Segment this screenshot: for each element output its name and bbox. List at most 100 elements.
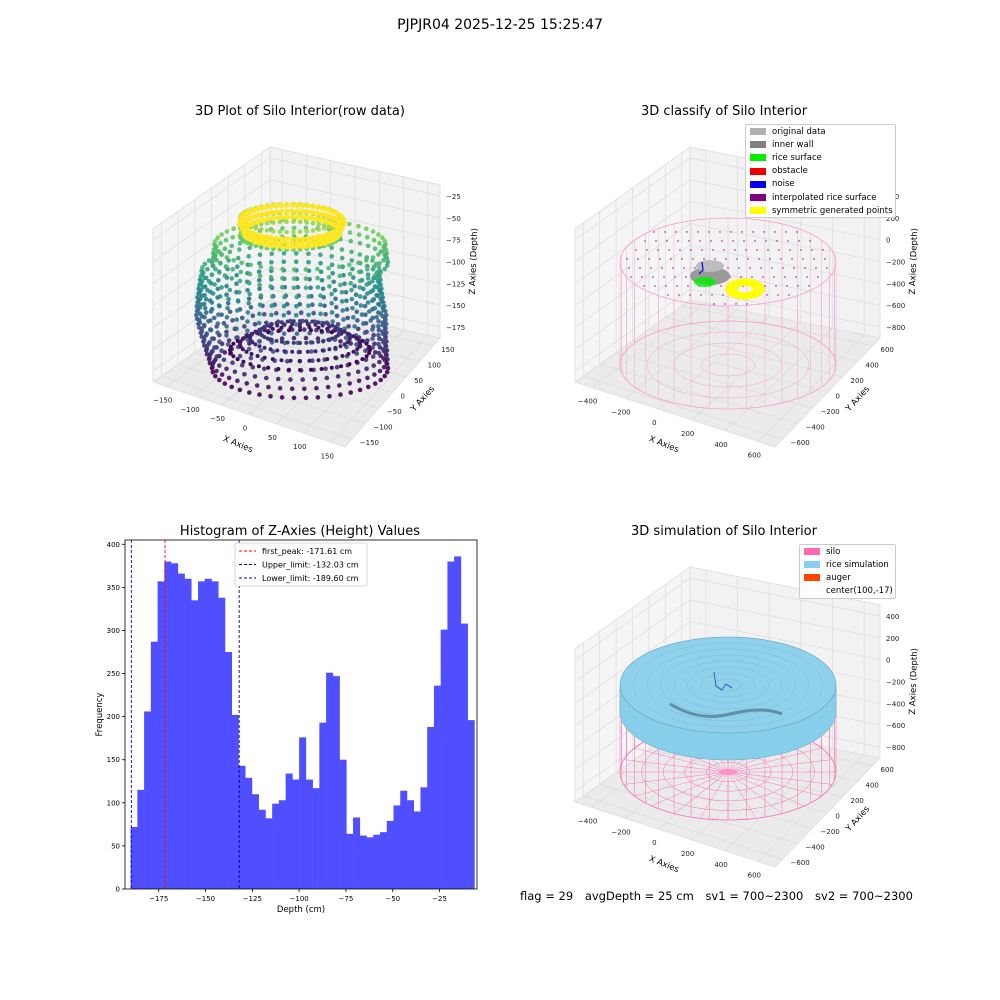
histogram-bar: [150, 641, 158, 889]
raw-ztick-label: −175: [446, 324, 465, 332]
figure-suptitle: PJPJR04 2025-12-25 15:25:47: [397, 17, 603, 33]
sim-xtick-label: 0: [652, 839, 656, 847]
legend-item: silo: [800, 545, 895, 558]
histogram-bar: [292, 779, 300, 889]
histogram-bar: [413, 811, 421, 889]
sim-ytick-label: 400: [866, 781, 879, 789]
histogram-bar: [218, 597, 226, 889]
classify-yaxis-label: Y Axies: [843, 384, 872, 415]
legend-swatch: [804, 574, 820, 582]
legend-item: original data: [746, 125, 895, 138]
histogram-bar: [353, 817, 361, 889]
sim-ztick-label: 0: [886, 657, 890, 665]
histogram-bar: [245, 777, 253, 889]
sv1-value: sv1 = 700~2300: [705, 889, 804, 903]
raw-point-cloud: [194, 201, 391, 401]
sim-yaxis-label: Y Axies: [843, 804, 872, 835]
legend-swatch: [804, 587, 820, 595]
legend-item: center(100,-17): [800, 585, 895, 598]
histogram-bar: [238, 765, 246, 889]
histogram-ytick-label: 250: [107, 670, 120, 678]
legend-item: inner wall: [746, 138, 895, 151]
raw-ytick-label: −50: [387, 408, 402, 416]
histogram-bar: [265, 818, 273, 889]
histogram-bar: [272, 803, 280, 889]
sim-ztick-label: −200: [886, 679, 905, 687]
sim-ytick-label: −600: [791, 859, 810, 867]
histogram-xtick-label: −25: [432, 895, 447, 903]
classify-ztick-label: −800: [886, 324, 905, 332]
classify-symmetric-points: [725, 278, 765, 300]
sv2-value: sv2 = 700~2300: [815, 889, 913, 903]
sim-xaxis-label: X Axies: [647, 854, 680, 875]
classify-3d-plot: −400−2000200400600−600−400−2000200400600…: [574, 146, 920, 460]
raw-zaxis-label: Z Axies (Depth): [468, 228, 480, 295]
raw-yaxis-label: Y Axies: [408, 384, 437, 415]
histogram-bar: [420, 787, 428, 889]
histogram-bar: [137, 789, 145, 889]
histogram-bar: [346, 833, 354, 889]
raw-ytick-label: −100: [373, 424, 392, 432]
histogram-bar: [386, 820, 394, 889]
raw-ztick-label: −125: [446, 280, 465, 288]
sim-ztick-label: 200: [886, 635, 899, 643]
raw-ztick-label: −75: [446, 237, 461, 245]
sim-xtick-label: 400: [714, 861, 727, 869]
histogram-bar: [373, 834, 381, 889]
raw-ztick-label: −100: [446, 259, 465, 267]
legend-swatch: [750, 128, 766, 136]
histogram-bar: [319, 722, 327, 889]
sim-ytick-label: 0: [836, 813, 840, 821]
histogram-xtick-label: −50: [385, 895, 400, 903]
sim-xtick-label: 600: [748, 872, 761, 880]
histogram-bar: [251, 794, 259, 889]
histogram-bar: [231, 714, 239, 889]
classify-ytick-label: 600: [881, 346, 894, 354]
histogram-bar: [204, 578, 212, 889]
classify-plot-title: 3D classify of Silo Interior: [640, 104, 808, 119]
legend-swatch: [750, 207, 766, 215]
histogram-bar: [380, 832, 388, 889]
raw-xtick-label: −150: [153, 397, 172, 405]
histogram-bar: [258, 809, 266, 889]
histogram-bar: [326, 672, 334, 889]
raw-ztick-label: −25: [446, 193, 461, 201]
raw-xtick-label: −100: [181, 406, 200, 414]
histogram-xtick-label: −175: [149, 895, 168, 903]
raw-xtick-label: 100: [293, 443, 306, 451]
histogram-bar: [460, 623, 468, 889]
histogram-legend-label: Lower_limit: -189.60 cm: [262, 574, 359, 583]
histogram-bar: [211, 581, 219, 889]
histogram-bar: [144, 711, 152, 889]
raw-plot-title: 3D Plot of Silo Interior(row data): [195, 104, 405, 119]
legend-label: rice simulation: [826, 559, 889, 570]
sim-center-marker: [719, 769, 737, 775]
raw-ztick-label: −150: [446, 302, 465, 310]
legend-label: center(100,-17): [826, 586, 893, 597]
classify-gridlines: [574, 150, 881, 442]
legend-item: interpolated rice surface: [746, 191, 895, 204]
classify-ztick-label: −200: [886, 259, 905, 267]
raw-ytick-label: 50: [414, 377, 423, 385]
classify-rice-surface-points: [694, 277, 716, 287]
raw-ytick-label: 150: [441, 346, 454, 354]
sim-ytick-label: −200: [821, 828, 840, 836]
classify-xtick-label: −400: [578, 397, 597, 405]
classify-legend: original data inner wall rice surface obsta…: [745, 124, 896, 219]
histogram-xtick-label: −150: [196, 895, 215, 903]
histogram-bar: [440, 629, 448, 889]
histogram-legend-label: first_peak: -171.61 cm: [262, 547, 352, 556]
classify-ytick-label: −400: [806, 424, 825, 432]
raw-3d-plot: −150−100−50050100150−150−100−50050100150…: [152, 146, 480, 460]
histogram-xtick-label: −100: [290, 895, 309, 903]
sim-xtick-label: −400: [578, 817, 597, 825]
classify-ytick-label: −200: [821, 408, 840, 416]
legend-label: inner wall: [772, 139, 814, 150]
histogram-yaxis-label: Frequency: [95, 693, 105, 737]
legend-item: symmetric generated points: [746, 204, 895, 217]
raw-xaxis-label: X Axies: [221, 434, 254, 455]
histogram-bar: [191, 600, 199, 889]
histogram-xtick-label: −125: [243, 895, 262, 903]
histogram-ytick-label: 200: [107, 713, 120, 721]
histogram-bar: [406, 800, 415, 889]
